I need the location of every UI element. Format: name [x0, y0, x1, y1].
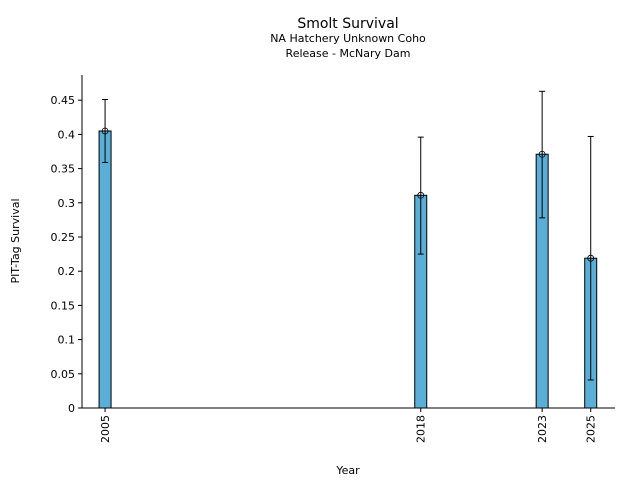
chart-title: Smolt Survival — [297, 16, 398, 32]
point-marker — [587, 254, 595, 262]
y-axis-label: PIT-Tag Survival — [9, 198, 22, 283]
x-axis-label: Year — [335, 464, 360, 477]
point-marker — [538, 150, 546, 158]
y-tick-label: 0.45 — [51, 94, 76, 107]
x-tick-label: 2025 — [585, 415, 598, 443]
x-tick-label: 2018 — [415, 415, 428, 443]
x-tick-label: 2005 — [99, 415, 112, 443]
y-tick-label: 0.15 — [51, 299, 76, 312]
y-tick-label: 0 — [68, 402, 75, 415]
point-marker — [101, 127, 109, 135]
y-tick-label: 0.4 — [58, 128, 76, 141]
chart-subtitle-line-2: Release - McNary Dam — [286, 47, 411, 60]
y-tick-label: 0.2 — [58, 265, 76, 278]
y-tick-label: 0.35 — [51, 163, 76, 176]
x-tick-label: 2023 — [536, 415, 549, 443]
y-tick-label: 0.25 — [51, 231, 76, 244]
y-tick-label: 0.05 — [51, 368, 76, 381]
point-marker — [417, 191, 425, 199]
bar-2005 — [98, 130, 112, 409]
y-tick-label: 0.3 — [58, 197, 76, 210]
plot-area — [98, 90, 598, 409]
chart-subtitle-line-1: NA Hatchery Unknown Coho — [270, 32, 426, 45]
y-tick-label: 0.1 — [58, 334, 76, 347]
